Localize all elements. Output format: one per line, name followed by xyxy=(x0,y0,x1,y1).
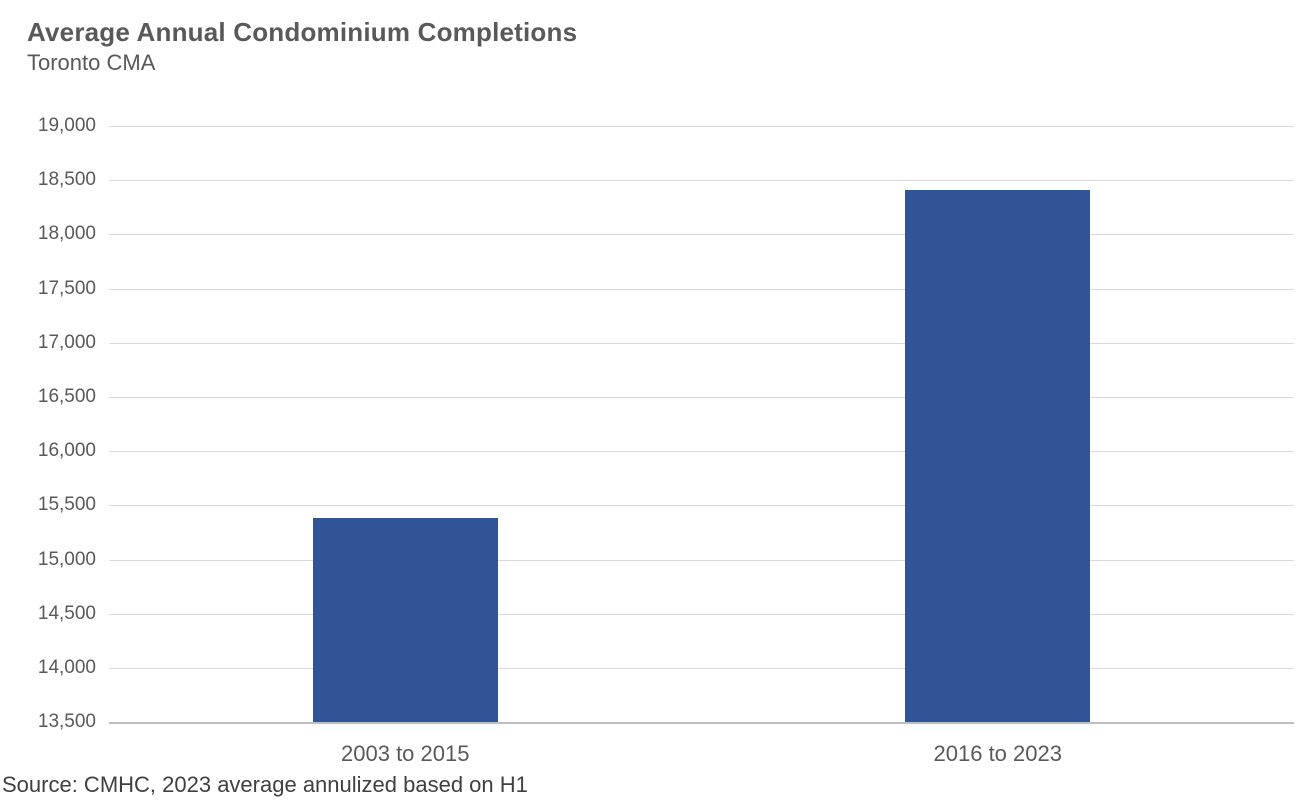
y-axis-tick-label: 18,500 xyxy=(37,169,96,191)
gridline xyxy=(109,342,1294,344)
gridline xyxy=(109,505,1294,507)
y-axis-tick-label: 17,500 xyxy=(37,277,96,299)
x-axis-category-label: 2016 to 2023 xyxy=(933,741,1062,766)
y-axis-tick-label: 16,500 xyxy=(37,385,96,407)
y-axis-tick-label: 16,000 xyxy=(37,440,96,462)
gridline xyxy=(109,667,1294,669)
chart-title: Average Annual Condominium Completions xyxy=(27,17,578,47)
y-axis-tick-label: 15,000 xyxy=(37,548,96,570)
gridline xyxy=(109,234,1294,236)
y-axis-tick-label: 19,000 xyxy=(37,115,96,136)
gridline xyxy=(109,180,1294,182)
gridline xyxy=(109,559,1294,561)
y-axis-tick-label: 18,000 xyxy=(37,223,96,245)
gridline xyxy=(109,288,1294,290)
bar xyxy=(905,189,1091,722)
y-axis-tick-label: 15,500 xyxy=(37,494,96,516)
y-axis-tick-label: 13,500 xyxy=(37,711,96,732)
y-axis-tick-label: 17,000 xyxy=(37,331,96,353)
x-axis-category-label: 2003 to 2015 xyxy=(341,741,470,766)
bar xyxy=(312,518,498,722)
gridline xyxy=(109,396,1294,398)
gridline xyxy=(109,613,1294,615)
chart-subtitle: Toronto CMA xyxy=(27,50,156,75)
gridline xyxy=(109,451,1294,453)
y-axis-tick-label: 14,000 xyxy=(37,656,96,678)
gridline xyxy=(109,126,1294,127)
source-note: Source: CMHC, 2023 average annulized bas… xyxy=(2,772,528,797)
y-axis-tick-label: 14,500 xyxy=(37,602,96,624)
x-axis-line xyxy=(109,722,1294,724)
